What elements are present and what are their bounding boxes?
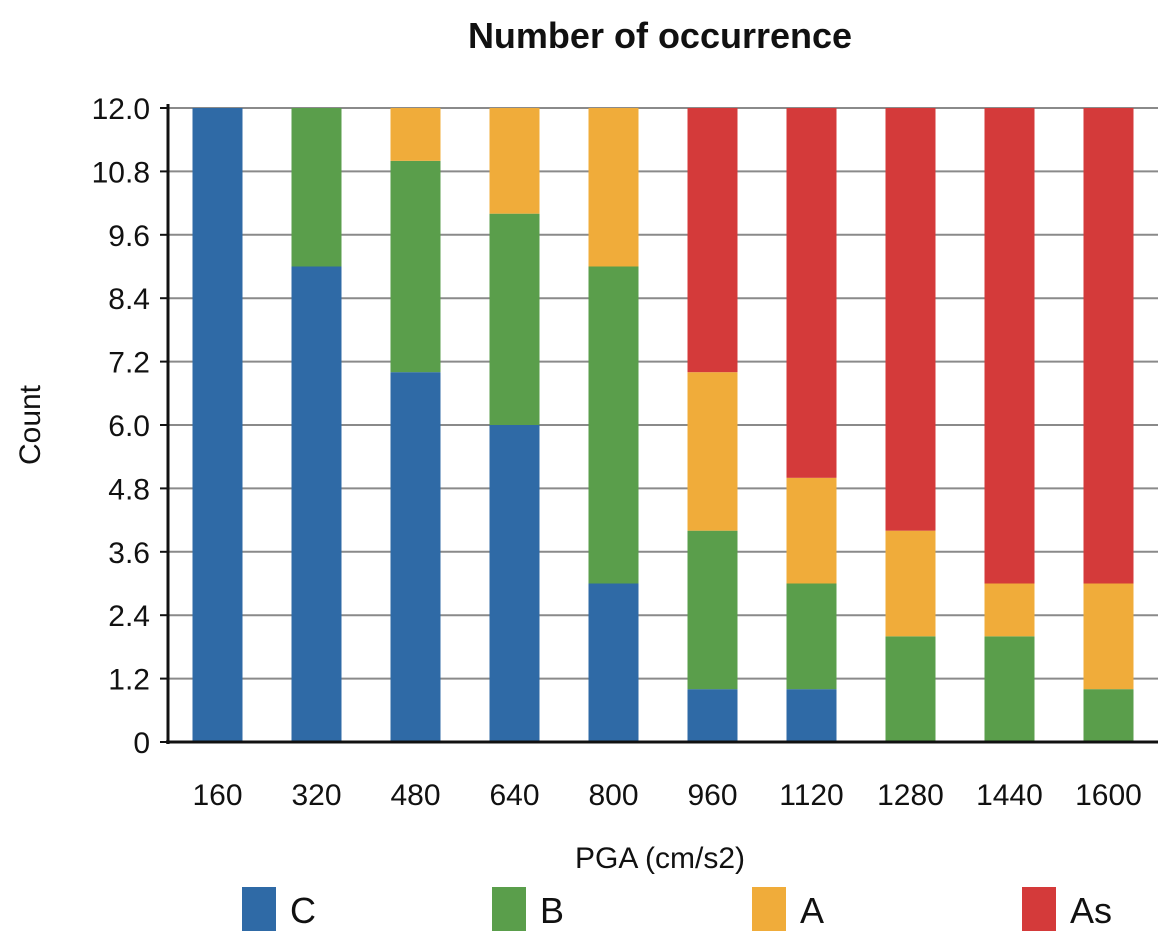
axes — [160, 104, 1158, 744]
bar-segment-a — [984, 583, 1035, 637]
y-tick-label: 9.6 — [108, 220, 150, 253]
legend-label-a: A — [800, 890, 824, 931]
bar-segment-a — [390, 108, 441, 161]
y-tick-label: 4.8 — [108, 473, 150, 506]
x-tick-label: 1280 — [877, 779, 944, 812]
y-tick-label: 3.6 — [108, 537, 150, 570]
y-tick-labels: 0 1.2 2.4 3.6 4.8 6.0 7.2 8.4 9.6 10.8 12.0 — [92, 93, 150, 760]
chart-title: Number of occurrence — [468, 15, 852, 56]
bar-segment-b — [984, 636, 1035, 742]
bar-segment-a — [588, 108, 639, 267]
x-tick-label: 1440 — [976, 779, 1043, 812]
x-axis-label: PGA (cm/s2) — [575, 842, 745, 875]
bar-segment-b — [1083, 689, 1134, 742]
bar-segment-b — [588, 266, 639, 584]
bar-segment-a — [786, 477, 837, 584]
legend: C B A As — [242, 887, 1112, 931]
bar-segment-b — [390, 160, 441, 373]
x-tick-label: 1600 — [1075, 779, 1142, 812]
legend-swatch-as — [1022, 887, 1056, 931]
bar-segment-a — [885, 530, 936, 637]
bar-segment-b — [291, 108, 342, 267]
y-tick-label: 6.0 — [108, 410, 150, 443]
x-tick-label: 640 — [489, 779, 539, 812]
bars — [192, 108, 1134, 742]
bar-segment-c — [390, 372, 441, 742]
legend-label-b: B — [540, 890, 564, 931]
y-tick-label: 7.2 — [108, 347, 150, 380]
legend-swatch-a — [752, 887, 786, 931]
y-tick-label: 12.0 — [92, 93, 150, 126]
y-axis-label: Count — [14, 384, 47, 465]
bar-segment-as — [1083, 108, 1134, 584]
y-tick-label: 10.8 — [92, 156, 150, 189]
x-tick-label: 960 — [687, 779, 737, 812]
bar-segment-c — [786, 689, 837, 742]
x-tick-label: 480 — [390, 779, 440, 812]
bar-segment-c — [687, 689, 738, 742]
x-tick-label: 320 — [291, 779, 341, 812]
x-tick-label: 1120 — [779, 779, 844, 812]
bar-segment-as — [984, 108, 1035, 584]
bar-segment-c — [192, 108, 243, 742]
legend-label-as: As — [1070, 890, 1112, 931]
legend-label-c: C — [290, 890, 316, 931]
bar-segment-as — [687, 108, 738, 373]
bar-segment-b — [489, 213, 540, 425]
legend-swatch-c — [242, 887, 276, 931]
bar-segment-b — [687, 530, 738, 690]
y-tick-label: 2.4 — [108, 600, 150, 633]
bar-segment-a — [687, 372, 738, 531]
y-tick-label: 1.2 — [108, 664, 150, 697]
x-tick-label: 800 — [588, 779, 638, 812]
legend-swatch-b — [492, 887, 526, 931]
bar-segment-a — [489, 108, 540, 214]
y-tick-label: 0 — [133, 727, 150, 760]
bar-segment-as — [786, 108, 837, 478]
x-tick-label: 160 — [192, 779, 242, 812]
y-tick-label: 8.4 — [108, 283, 150, 316]
bar-segment-b — [786, 583, 837, 690]
x-tick-labels: 160 320 480 640 800 960 1120 1280 1440 1600 — [192, 779, 1141, 812]
bar-segment-c — [489, 425, 540, 742]
bar-segment-as — [885, 108, 936, 531]
bar-segment-b — [885, 636, 936, 742]
bar-segment-c — [291, 266, 342, 742]
bar-segment-c — [588, 583, 639, 742]
bar-segment-a — [1083, 583, 1134, 690]
